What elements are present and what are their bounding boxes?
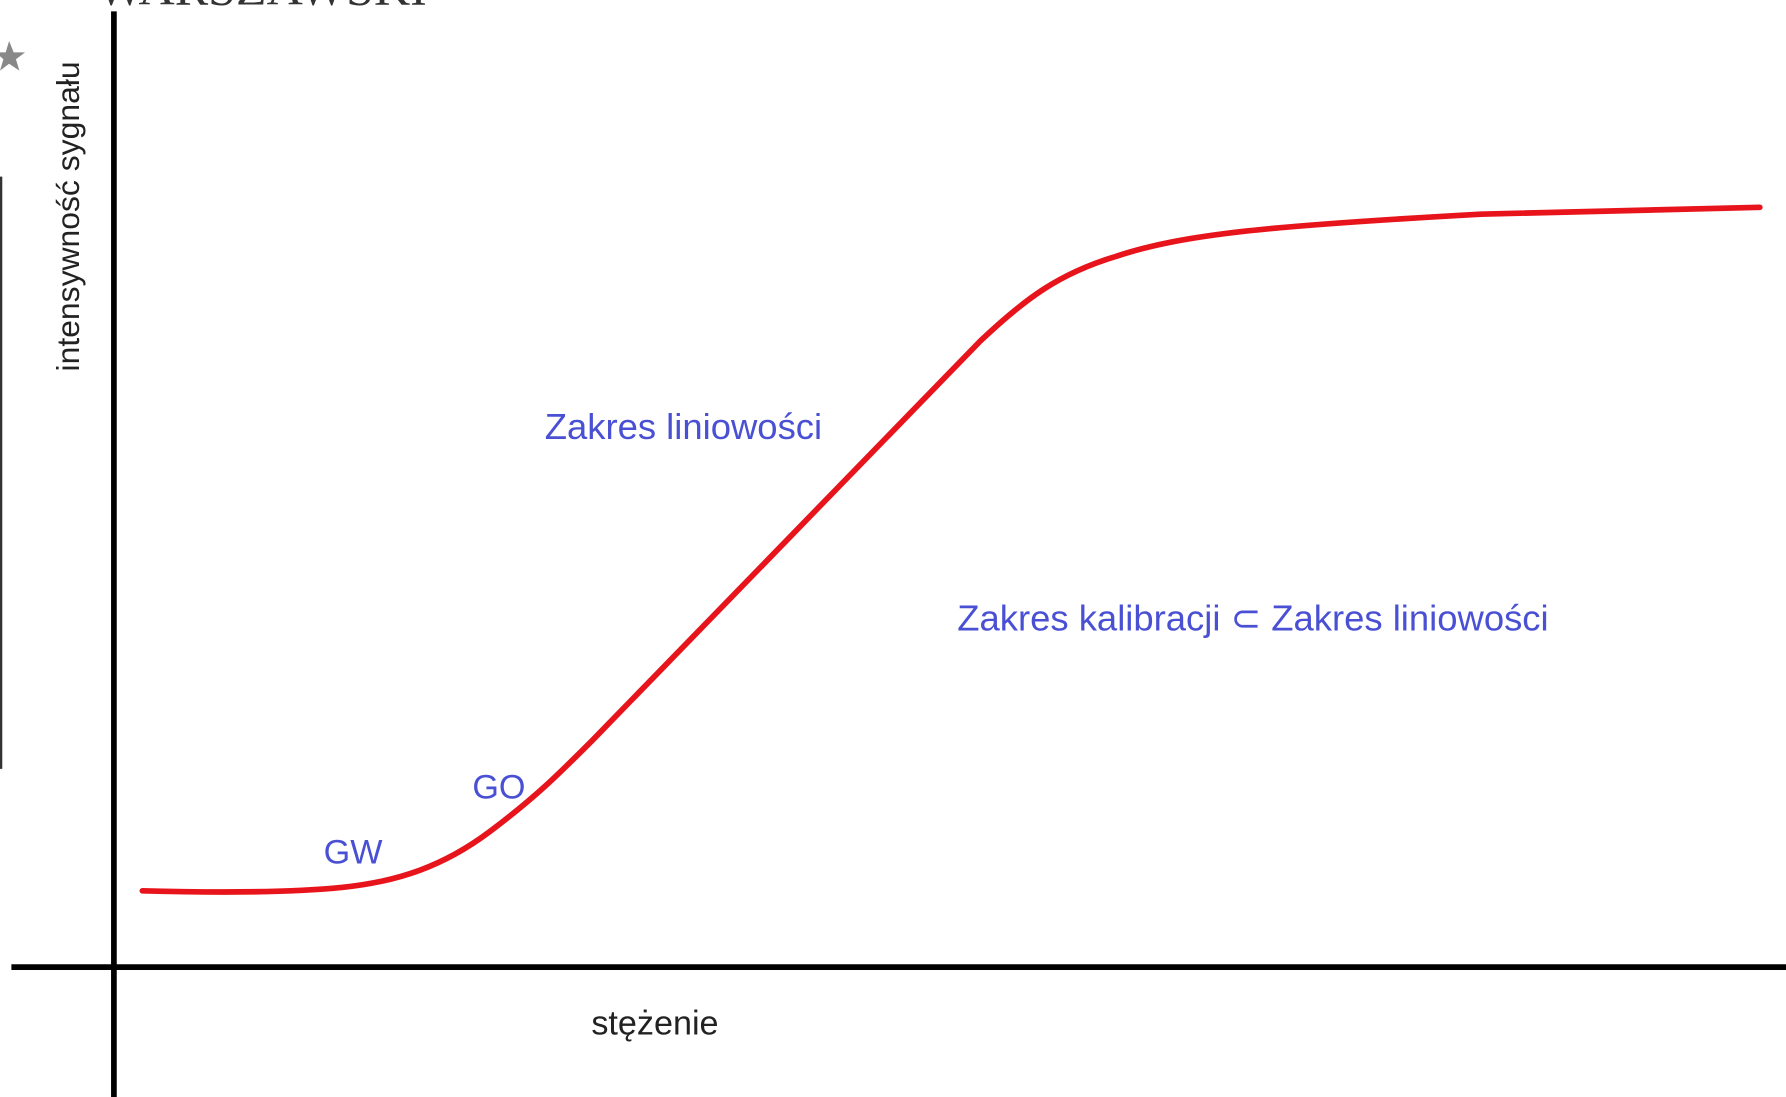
go-label: GO [472,768,525,806]
gw-label: GW [324,833,384,871]
y-axis-label: intensywność sygnału [50,61,86,371]
calibration-label: Zakres kalibracji ⊂ Zakres liniowości [957,597,1548,638]
linearity-label: Zakres liniowości [545,406,822,447]
logo-star [0,41,26,71]
calibration-curve [139,204,1763,895]
x-axis-label: stężenie [591,1004,718,1042]
header-title: WARSZAWSKI [97,0,427,16]
